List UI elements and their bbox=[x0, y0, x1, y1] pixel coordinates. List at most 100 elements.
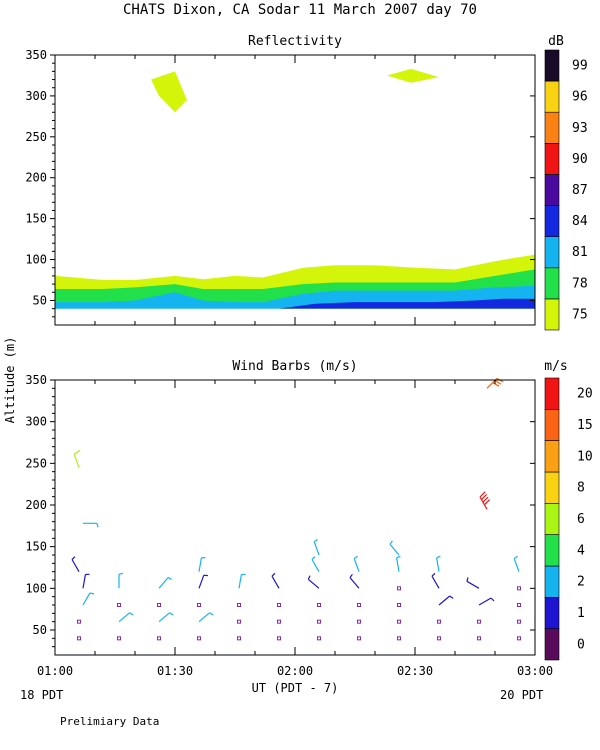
x-tick-label: 01:30 bbox=[157, 664, 193, 678]
calm-marker bbox=[357, 603, 361, 607]
calm-marker bbox=[437, 636, 441, 641]
y-tick-label: 50 bbox=[33, 293, 47, 307]
calm-marker bbox=[517, 603, 521, 607]
colorbar-label: 10 bbox=[577, 449, 593, 464]
calm-marker bbox=[317, 603, 321, 607]
colorbar-swatch bbox=[544, 377, 560, 410]
colorbar-label: 8 bbox=[577, 481, 585, 496]
x-tick-label: 02:30 bbox=[397, 664, 433, 678]
colorbar-label: 96 bbox=[572, 90, 588, 105]
calm-marker bbox=[157, 636, 161, 641]
colorbar-label: 1 bbox=[577, 606, 585, 621]
wind-barb bbox=[396, 555, 401, 572]
wind-barb bbox=[82, 573, 90, 589]
colorbar-swatch bbox=[544, 80, 560, 113]
wind-barb bbox=[513, 555, 520, 572]
colorbar-label: 0 bbox=[577, 637, 585, 652]
wind-barb bbox=[307, 575, 320, 589]
calm-marker bbox=[437, 619, 441, 624]
calm-marker bbox=[397, 619, 401, 624]
colorbar-label: 6 bbox=[577, 512, 585, 527]
wind-barb bbox=[198, 574, 208, 589]
y-tick-label: 300 bbox=[25, 89, 47, 103]
calm-marker bbox=[237, 619, 241, 624]
wind-barb bbox=[478, 597, 495, 606]
footer-note: Prelimiary Data bbox=[60, 715, 160, 728]
colorbar-label: 84 bbox=[572, 214, 588, 229]
wind-barb bbox=[198, 557, 206, 572]
calm-marker bbox=[397, 603, 401, 607]
calm-marker bbox=[237, 636, 241, 641]
wind-barb bbox=[466, 577, 480, 589]
wind-barb bbox=[479, 491, 491, 510]
colorbar-units: dB bbox=[548, 34, 564, 49]
colorbar-label: 93 bbox=[572, 121, 588, 136]
y-tick-label: 350 bbox=[25, 373, 47, 387]
colorbar-swatch bbox=[544, 143, 560, 175]
y-tick-label: 350 bbox=[25, 48, 47, 62]
calm-marker bbox=[357, 636, 361, 641]
wind-barb bbox=[73, 449, 81, 468]
calm-marker bbox=[277, 603, 281, 607]
calm-marker bbox=[517, 619, 521, 624]
x-tick-label: 01:00 bbox=[37, 664, 73, 678]
colorbar-swatch bbox=[544, 534, 560, 567]
colorbar-swatch bbox=[544, 408, 560, 441]
calm-marker bbox=[477, 636, 481, 641]
calm-marker bbox=[77, 636, 81, 641]
calm-marker bbox=[77, 619, 81, 624]
colorbar-label: 4 bbox=[577, 543, 585, 558]
wind-barb bbox=[82, 592, 95, 606]
y-axis-label: Altitude (m) bbox=[3, 337, 17, 424]
panel-title: Reflectivity bbox=[248, 34, 342, 49]
calm-marker bbox=[277, 619, 281, 624]
wind-barb bbox=[353, 555, 360, 572]
reflectivity-layer-84db bbox=[279, 298, 535, 309]
calm-marker bbox=[157, 603, 161, 607]
colorbar-swatch bbox=[544, 236, 560, 269]
y-tick-label: 200 bbox=[25, 498, 47, 512]
wind-barbs-panel: Wind Barbs (m/s) m/s501001502002503003500… bbox=[25, 359, 592, 678]
wind-barb bbox=[238, 573, 246, 589]
reflectivity-patch-1 bbox=[151, 71, 187, 113]
wind-barb bbox=[118, 572, 124, 589]
x-right-note: 20 PDT bbox=[500, 688, 544, 702]
x-tick-label: 03:00 bbox=[517, 664, 553, 678]
y-tick-label: 50 bbox=[33, 623, 47, 637]
plot-frame bbox=[54, 379, 536, 656]
y-tick-label: 250 bbox=[25, 130, 47, 144]
calm-marker bbox=[397, 636, 401, 641]
colorbar-label: 20 bbox=[577, 387, 593, 402]
x-left-note: 18 PDT bbox=[20, 688, 64, 702]
calm-marker bbox=[477, 619, 481, 624]
calm-marker bbox=[357, 619, 361, 624]
calm-marker bbox=[397, 586, 401, 591]
colorbar-swatch bbox=[544, 49, 560, 82]
colorbar-swatch bbox=[544, 628, 560, 661]
calm-marker bbox=[117, 603, 121, 607]
calm-marker bbox=[317, 619, 321, 624]
colorbar-label: 75 bbox=[572, 307, 588, 322]
colorbar-swatch bbox=[544, 565, 560, 598]
y-tick-label: 250 bbox=[25, 456, 47, 470]
wind-barb bbox=[118, 612, 134, 623]
calm-marker bbox=[517, 586, 521, 591]
wind-barb bbox=[198, 612, 214, 623]
colorbar-swatch bbox=[544, 111, 560, 144]
wind-barb bbox=[311, 556, 320, 572]
y-tick-label: 300 bbox=[25, 415, 47, 429]
wind-barb bbox=[436, 555, 441, 572]
colorbar-swatch bbox=[544, 267, 560, 300]
wind-barb bbox=[83, 522, 99, 528]
calm-marker bbox=[197, 603, 201, 607]
y-tick-label: 200 bbox=[25, 171, 47, 185]
x-tick-label: 02:00 bbox=[277, 664, 313, 678]
colorbar-swatch bbox=[544, 174, 560, 206]
calm-marker bbox=[277, 636, 281, 641]
colorbar-swatch bbox=[544, 596, 560, 629]
calm-marker bbox=[237, 603, 241, 607]
colorbar-label: 78 bbox=[572, 276, 588, 291]
reflectivity-patch-2 bbox=[387, 68, 439, 83]
wind-barb bbox=[271, 572, 280, 589]
